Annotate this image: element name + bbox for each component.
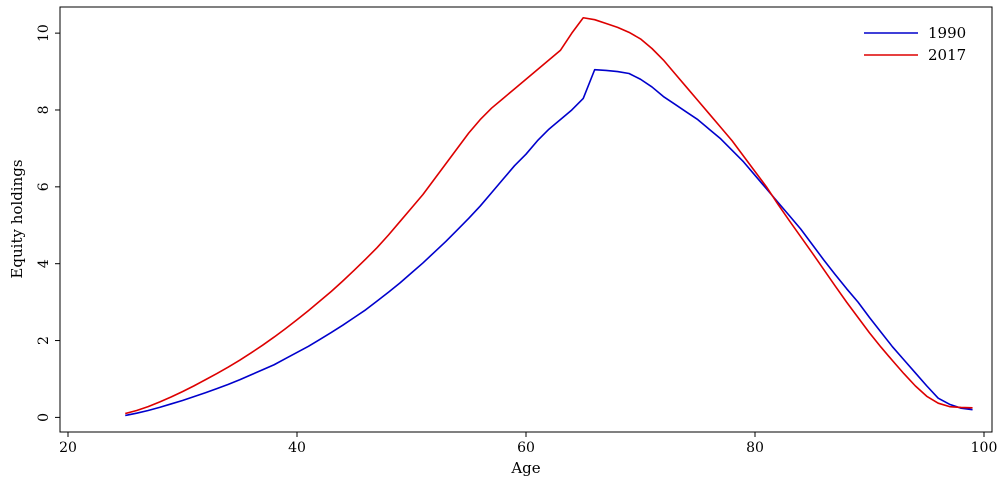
series-line-2017 (125, 16, 973, 415)
x-tick-label: 60 (517, 440, 535, 456)
y-axis-label: Equity holdings (8, 159, 26, 278)
legend: 1990 2017 (864, 24, 966, 64)
x-tick-label: 40 (288, 440, 306, 456)
series-line-1990 (125, 68, 973, 417)
legend-label-2017: 2017 (928, 46, 966, 64)
axes-layer: 20 40 60 80 100 0 2 4 6 8 10 (36, 24, 997, 456)
x-tick-label: 20 (59, 440, 77, 456)
plot-frame (59, 6, 993, 433)
y-tick-label: 6 (36, 182, 52, 191)
x-tick-label: 80 (746, 440, 764, 456)
y-tick-label: 8 (36, 106, 52, 115)
y-tick-label: 4 (36, 259, 52, 268)
y-tick-label: 10 (36, 24, 52, 42)
series-layer (125, 16, 973, 417)
x-tick-label: 100 (971, 440, 998, 456)
legend-label-1990: 1990 (928, 24, 966, 42)
x-axis-label: Age (510, 459, 540, 477)
y-tick-label: 0 (36, 413, 52, 422)
y-tick-label: 2 (36, 336, 52, 345)
